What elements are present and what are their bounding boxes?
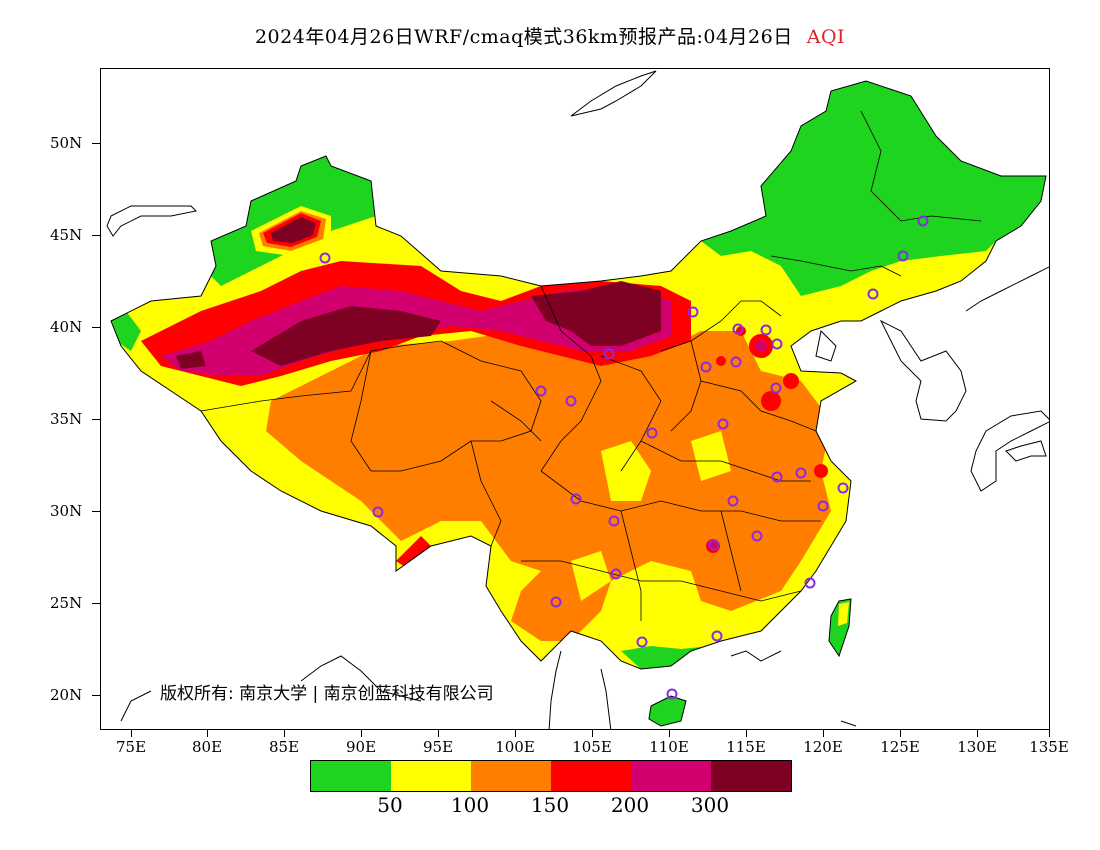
lat-label-20n: 20N (50, 686, 83, 704)
copyright-text: 版权所有: 南京大学 | 南京创蓝科技有限公司 (160, 684, 494, 704)
legend-swatch-red (551, 761, 631, 791)
lon-tick (746, 730, 747, 737)
lon-tick (592, 730, 593, 737)
legend-swatch-purple (631, 761, 711, 791)
lon-label-75e: 75E (115, 738, 147, 756)
lon-tick (284, 730, 285, 737)
lon-tick (823, 730, 824, 737)
lon-label-115e: 115E (726, 738, 766, 756)
lat-tick (92, 327, 100, 328)
lon-label-95e: 95E (422, 738, 454, 756)
lon-tick (900, 730, 901, 737)
lat-tick (92, 143, 100, 144)
lon-tick (207, 730, 208, 737)
lat-label-45n: 45N (50, 226, 83, 244)
lat-tick (92, 235, 100, 236)
legend-label-150: 150 (530, 793, 570, 817)
legend-label-300: 300 (690, 793, 730, 817)
legend-label-200: 200 (610, 793, 650, 817)
legend-swatch-maroon (711, 761, 791, 791)
aqi-map (106, 70, 1049, 729)
lon-label-85e: 85E (268, 738, 300, 756)
lon-tick (669, 730, 670, 737)
lat-label-40n: 40N (50, 318, 83, 336)
lat-label-50n: 50N (50, 134, 83, 152)
title-main: 2024年04月26日WRF/cmaq模式36km预报产品:04月26日 (254, 26, 793, 48)
legend-swatch-orange (471, 761, 551, 791)
legend-swatch-green (311, 761, 391, 791)
lon-tick (515, 730, 516, 737)
lat-tick (92, 511, 100, 512)
hainan-island (648, 695, 687, 727)
lat-label-35n: 35N (50, 410, 83, 428)
lon-label-135e: 135E (1029, 738, 1069, 756)
lon-label-90e: 90E (345, 738, 377, 756)
lon-label-125e: 125E (880, 738, 920, 756)
lon-tick (361, 730, 362, 737)
lat-tick (92, 419, 100, 420)
lon-label-80e: 80E (191, 738, 223, 756)
legend-label-100: 100 (450, 793, 490, 817)
map-frame (100, 68, 1050, 730)
lon-label-100e: 100E (495, 738, 535, 756)
lon-tick (1049, 730, 1050, 737)
legend-swatch-yellow (391, 761, 471, 791)
lon-label-105e: 105E (572, 738, 612, 756)
lat-tick (92, 603, 100, 604)
map-title: 2024年04月26日WRF/cmaq模式36km预报产品:04月26日 AQI (0, 22, 1100, 49)
lon-label-130e: 130E (957, 738, 997, 756)
lat-label-30n: 30N (50, 502, 83, 520)
lon-label-110e: 110E (649, 738, 689, 756)
lon-tick (131, 730, 132, 737)
legend-label-50: 50 (377, 793, 403, 817)
lon-tick (977, 730, 978, 737)
lat-label-25n: 25N (50, 594, 83, 612)
title-variable: AQI (806, 26, 846, 48)
lat-tick (92, 695, 100, 696)
lon-tick (438, 730, 439, 737)
aqi-legend (310, 760, 792, 792)
lon-label-120e: 120E (803, 738, 843, 756)
